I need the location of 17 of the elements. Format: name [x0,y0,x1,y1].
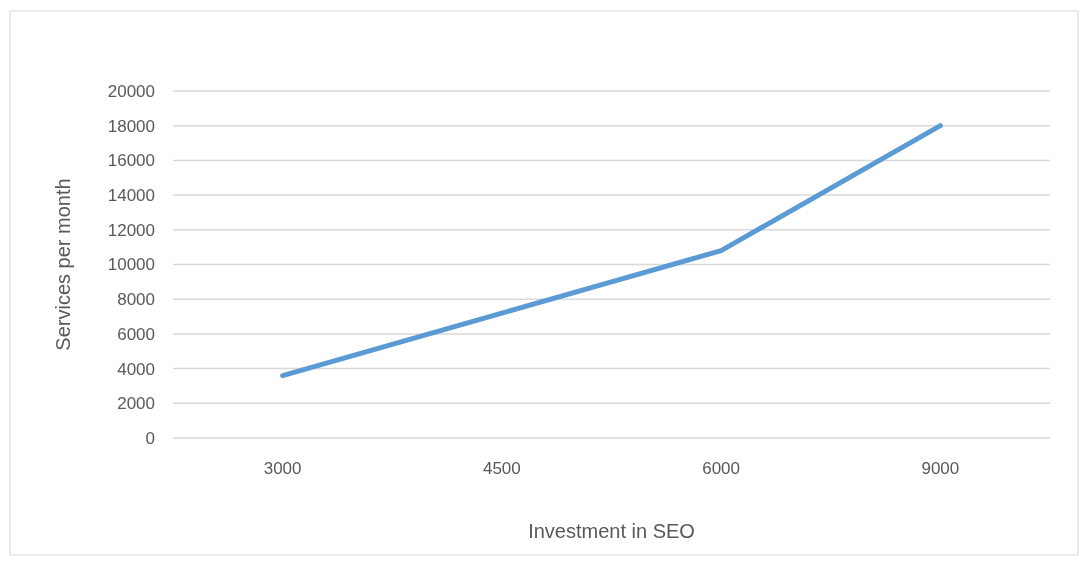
y-tick-label: 14000 [107,186,155,206]
y-tick-label: 4000 [117,359,155,379]
y-tick-label: 20000 [107,81,155,101]
y-tick-label: 10000 [107,255,155,275]
y-tick-label: 8000 [117,290,155,310]
y-tick-label: 2000 [117,394,155,414]
y-tick-label: 18000 [107,116,155,136]
y-axis-title: Services per month [52,178,74,351]
x-axis-title: Investment in SEO [528,520,695,542]
y-tick-label: 6000 [117,324,155,344]
x-tick-label: 6000 [702,459,741,478]
x-tick-label: 4500 [482,459,521,478]
y-tick-label: 12000 [107,220,155,240]
y-tick-label: 0 [145,428,155,448]
x-tick-label: 9000 [921,459,960,478]
y-tick-label: 16000 [107,151,155,171]
x-tick-label: 3000 [263,459,302,478]
